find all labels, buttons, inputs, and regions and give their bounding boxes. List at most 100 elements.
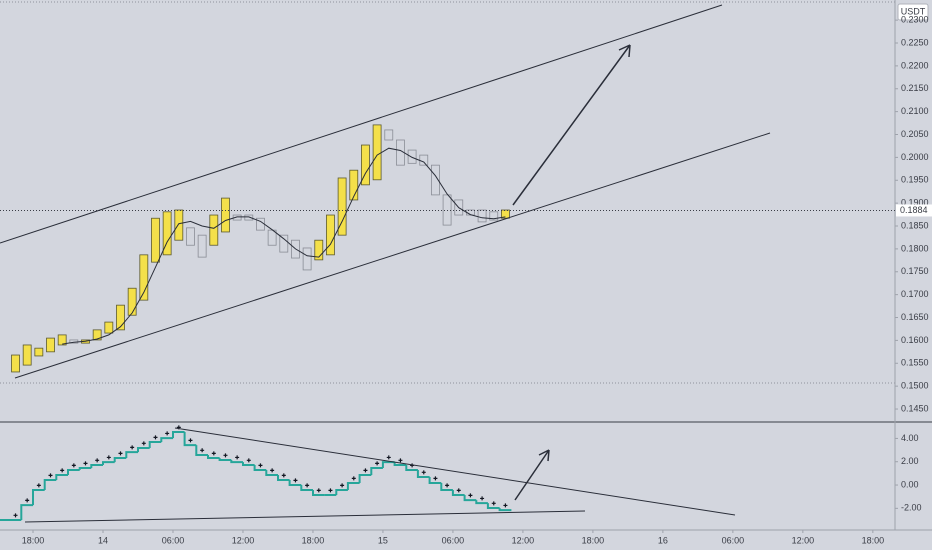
indicator-step xyxy=(463,495,477,502)
x-tick-label: 12:00 xyxy=(232,535,255,545)
y-tick-label: 0.2000 xyxy=(901,152,929,162)
indicator-step xyxy=(405,465,418,471)
indicator-step xyxy=(230,460,243,464)
indicator-arrow xyxy=(514,449,550,501)
candle xyxy=(139,254,149,301)
indicator-dot xyxy=(200,448,205,453)
candle xyxy=(162,211,172,256)
moving-average xyxy=(62,147,506,345)
candle xyxy=(419,154,429,166)
indicator-step xyxy=(43,479,57,490)
currency-box[interactable] xyxy=(897,3,929,21)
indicator-dot xyxy=(13,513,18,518)
candle xyxy=(501,209,510,219)
candle xyxy=(372,124,382,181)
indicator-dot xyxy=(48,473,53,478)
candle xyxy=(279,234,289,253)
candle xyxy=(34,347,44,357)
x-tick-label: 18:00 xyxy=(582,535,605,545)
indicator-step xyxy=(358,474,372,483)
y-tick-label: 0.1550 xyxy=(901,358,929,368)
indicator-step xyxy=(113,457,127,463)
indicator-trend-upper xyxy=(174,427,736,516)
indicator-step xyxy=(498,508,512,512)
indicator-step xyxy=(160,437,173,442)
indicator-step xyxy=(486,503,500,509)
indicator-step xyxy=(20,504,33,520)
indicator-step xyxy=(78,467,92,470)
y-tick-label: 0.2150 xyxy=(901,83,929,93)
indicator-dot xyxy=(25,498,30,503)
candle xyxy=(384,129,394,141)
candle xyxy=(127,287,137,316)
x-tick-label: 16 xyxy=(658,535,668,545)
indicator-step xyxy=(475,500,488,505)
candle xyxy=(489,211,499,221)
indicator-dot xyxy=(235,455,240,460)
x-tick-label: 06:00 xyxy=(722,535,745,545)
indicator-dot xyxy=(153,435,158,440)
candle xyxy=(232,214,242,221)
candle xyxy=(186,227,195,246)
indicator-step xyxy=(428,477,442,484)
indicator-step xyxy=(55,474,68,480)
candle xyxy=(221,197,230,233)
drawings xyxy=(0,4,771,523)
candle xyxy=(209,214,219,246)
candle xyxy=(407,149,417,164)
y-tick-label: 0.1450 xyxy=(901,403,929,413)
indicator-step xyxy=(265,470,278,476)
candle xyxy=(22,344,32,366)
y-tick-label: 0.1850 xyxy=(901,220,929,230)
y-tick-label: -2.00 xyxy=(901,503,922,513)
indicator-step xyxy=(218,458,232,461)
indicator-step xyxy=(335,489,348,495)
channel-lower xyxy=(14,132,771,379)
candle xyxy=(151,217,160,263)
y-tick-label: 0.2250 xyxy=(901,37,929,47)
price-arrow-head xyxy=(618,44,631,58)
indicator-step xyxy=(207,455,220,459)
indicator-step xyxy=(137,447,150,453)
x-tick-label: 18:00 xyxy=(22,535,45,545)
indicator-step xyxy=(416,470,430,478)
indicator-dot xyxy=(503,503,508,508)
indicator-step xyxy=(32,489,45,506)
candle xyxy=(104,321,114,334)
indicator-dot xyxy=(223,453,228,458)
indicator-step xyxy=(67,469,80,475)
indicator-dot xyxy=(106,455,111,460)
indicator-dot xyxy=(445,483,450,488)
y-tick-label: 0.1650 xyxy=(901,312,929,322)
indicator-dot xyxy=(421,470,426,475)
indicator-step xyxy=(393,462,407,466)
indicator-step xyxy=(381,461,395,468)
indicator-dot xyxy=(363,468,368,473)
y-tick-label: 0.1600 xyxy=(901,335,929,345)
indicator-step xyxy=(148,441,162,448)
x-tick-label: 14 xyxy=(98,535,108,545)
x-tick-label: 06:00 xyxy=(162,535,185,545)
y-tick-label: 0.2200 xyxy=(901,60,929,70)
indicator-dot xyxy=(188,438,193,443)
indicator-dot xyxy=(386,455,391,460)
indicator-dot xyxy=(305,483,310,488)
indicator-dot xyxy=(328,488,333,493)
y-tick-label: 0.1750 xyxy=(901,266,929,276)
indicator-step xyxy=(370,467,383,475)
candle xyxy=(314,239,324,261)
candle xyxy=(197,234,207,258)
y-tick-label: 0.1900 xyxy=(901,198,929,208)
indicator-dot xyxy=(491,501,496,506)
indicator-step xyxy=(451,490,465,496)
y-tick-label: 0.1700 xyxy=(901,289,929,299)
indicator-step xyxy=(242,462,255,466)
candle xyxy=(349,169,359,201)
x-tick-label: 12:00 xyxy=(792,535,815,545)
indicator-step xyxy=(90,464,103,468)
candle xyxy=(337,177,347,236)
indicator-dot xyxy=(258,463,263,468)
candle xyxy=(291,239,300,259)
x-tick-label: 18:00 xyxy=(862,535,885,545)
